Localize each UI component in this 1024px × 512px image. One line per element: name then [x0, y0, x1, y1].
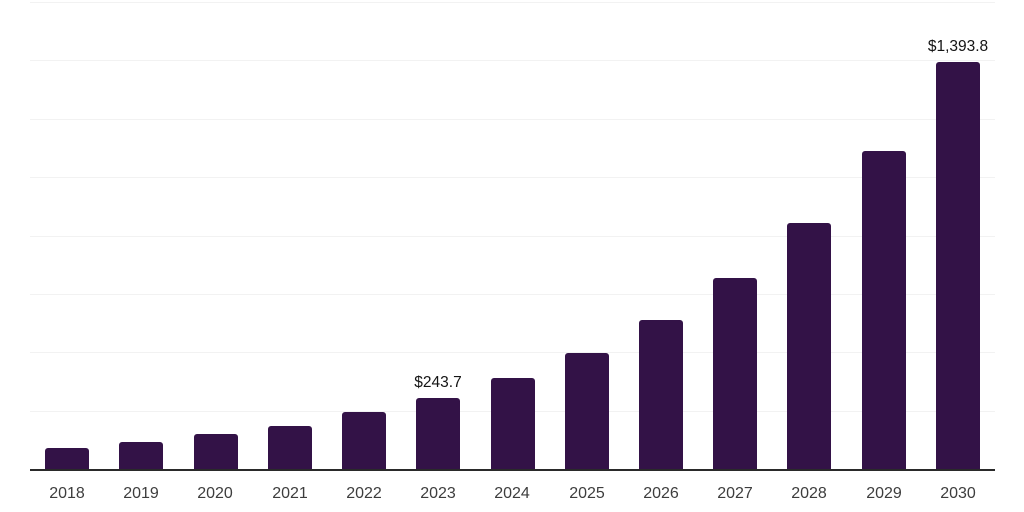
bar-2026: [639, 320, 683, 469]
bar-2023: [416, 398, 460, 469]
bar-2027: [713, 278, 757, 469]
x-tick-2018: 2018: [49, 485, 85, 502]
bar-2018: [45, 448, 89, 469]
x-tick-2026: 2026: [643, 485, 679, 502]
x-tick-2019: 2019: [123, 485, 159, 502]
x-tick-2030: 2030: [940, 485, 976, 502]
x-tick-2025: 2025: [569, 485, 605, 502]
gridline-400: [30, 352, 995, 353]
gridline-1200: [30, 119, 995, 120]
bar-2020: [194, 434, 238, 469]
x-tick-2028: 2028: [791, 485, 827, 502]
bar-2024: [491, 378, 535, 469]
data-label-2023: $243.7: [414, 374, 462, 391]
bar-2022: [342, 412, 386, 469]
gridline-1400: [30, 60, 995, 61]
gridline-1600: [30, 2, 995, 3]
bar-2021: [268, 426, 312, 469]
bar-2030: [936, 62, 980, 469]
gridline-600: [30, 294, 995, 295]
x-tick-2021: 2021: [272, 485, 308, 502]
x-tick-2024: 2024: [494, 485, 530, 502]
x-tick-2020: 2020: [197, 485, 233, 502]
x-tick-2027: 2027: [717, 485, 753, 502]
bar-2029: [862, 151, 906, 469]
x-tick-2023: 2023: [420, 485, 456, 502]
bar-2028: [787, 223, 831, 469]
gridline-800: [30, 236, 995, 237]
bar-2025: [565, 353, 609, 469]
data-label-2030: $1,393.8: [927, 38, 989, 55]
x-tick-2022: 2022: [346, 485, 382, 502]
bar-2019: [119, 442, 163, 469]
gridline-1000: [30, 177, 995, 178]
x-axis-line: [30, 469, 995, 471]
x-tick-2029: 2029: [866, 485, 902, 502]
